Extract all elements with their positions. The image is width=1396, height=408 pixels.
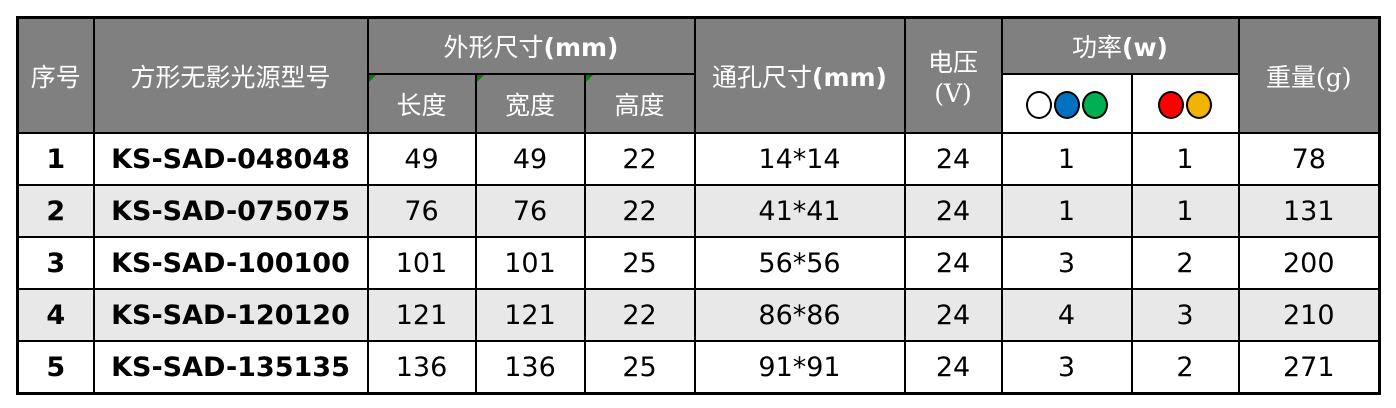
table-row: 5 KS-SAD-135135 136 136 25 91*91 24 3 2 271 [16,340,1381,395]
cell-power1: 1 [1000,132,1133,186]
cell-weight: 131 [1237,184,1381,238]
cell-height: 22 [583,288,696,342]
cell-model: KS-SAD-100100 [92,236,369,290]
table-row: 2 KS-SAD-075075 76 76 22 41*41 24 1 1 131 [16,184,1381,238]
color-dot-icon [1025,90,1052,119]
cell-power2: 2 [1130,340,1240,395]
spec-table: 序号 方形无影光源型号 外形尺寸(mm) 通孔尺寸(mm) 电压 (V) 功率(w… [16,16,1381,395]
cell-width: 121 [474,288,586,342]
header-length: 长度 [366,73,477,134]
cell-model: KS-SAD-135135 [92,340,369,395]
cell-voltage: 24 [903,132,1003,186]
cell-height: 22 [583,132,696,186]
header-power: 功率(w) [1000,16,1240,75]
cell-weight: 271 [1237,340,1381,395]
table-row: 1 KS-SAD-048048 49 49 22 14*14 24 1 1 78 [16,132,1381,186]
power-group2-color-dots [1130,73,1240,134]
cell-width: 101 [474,236,586,290]
cell-power2: 2 [1130,236,1240,290]
cell-power1: 3 [1000,236,1133,290]
cell-power1: 1 [1000,184,1133,238]
cell-voltage: 24 [903,236,1003,290]
cell-hole: 91*91 [693,340,906,395]
cell-height: 22 [583,184,696,238]
cell-length: 76 [366,184,477,238]
cell-height: 25 [583,340,696,395]
cell-index: 2 [16,184,95,238]
header-outer-size: 外形尺寸(mm) [366,16,696,75]
table-row: 3 KS-SAD-100100 101 101 25 56*56 24 3 2 200 [16,236,1381,290]
cell-model: KS-SAD-048048 [92,132,369,186]
cell-index: 4 [16,288,95,342]
cell-index: 5 [16,340,95,395]
cell-power1: 3 [1000,340,1133,395]
cell-hole: 86*86 [693,288,906,342]
cell-hole: 41*41 [693,184,906,238]
color-dot-icon [1158,90,1184,119]
cell-width: 76 [474,184,586,238]
cell-power2: 3 [1130,288,1240,342]
cell-width: 136 [474,340,586,395]
header-height: 高度 [583,73,696,134]
cell-weight: 210 [1237,288,1381,342]
color-dot-icon [1186,90,1212,119]
cell-hole: 14*14 [693,132,906,186]
cell-weight: 200 [1237,236,1381,290]
cell-voltage: 24 [903,184,1003,238]
cell-height: 25 [583,236,696,290]
cell-index: 3 [16,236,95,290]
header-weight: 重量(g) [1237,16,1381,134]
cell-length: 101 [366,236,477,290]
header-hole-size: 通孔尺寸(mm) [693,16,906,134]
cell-hole: 56*56 [693,236,906,290]
cell-weight: 78 [1237,132,1381,186]
cell-length: 136 [366,340,477,395]
cell-voltage: 24 [903,340,1003,395]
header-voltage: 电压 (V) [903,16,1003,134]
cell-length: 121 [366,288,477,342]
cell-width: 49 [474,132,586,186]
table-row: 4 KS-SAD-120120 121 121 22 86*86 24 4 3 210 [16,288,1381,342]
header-model: 方形无影光源型号 [92,16,369,134]
color-dot-icon [1053,90,1080,119]
cell-index: 1 [16,132,95,186]
cell-power2: 1 [1130,184,1240,238]
color-dot-icon [1081,90,1108,119]
cell-power2: 1 [1130,132,1240,186]
cell-voltage: 24 [903,288,1003,342]
header-index: 序号 [16,16,95,134]
cell-power1: 4 [1000,288,1133,342]
cell-model: KS-SAD-120120 [92,288,369,342]
cell-length: 49 [366,132,477,186]
power-group1-color-dots [1000,73,1133,134]
cell-model: KS-SAD-075075 [92,184,369,238]
header-width: 宽度 [474,73,586,134]
